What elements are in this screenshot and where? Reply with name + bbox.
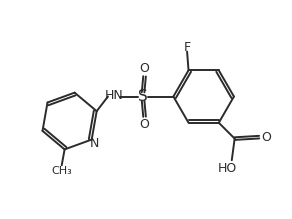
Text: HN: HN (105, 88, 124, 102)
Text: F: F (183, 41, 191, 54)
Text: HO: HO (218, 162, 237, 175)
Text: S: S (138, 89, 148, 104)
Text: O: O (261, 131, 271, 144)
Text: O: O (140, 118, 150, 131)
Text: N: N (89, 136, 99, 150)
Text: CH₃: CH₃ (51, 166, 72, 176)
Text: O: O (140, 62, 150, 75)
